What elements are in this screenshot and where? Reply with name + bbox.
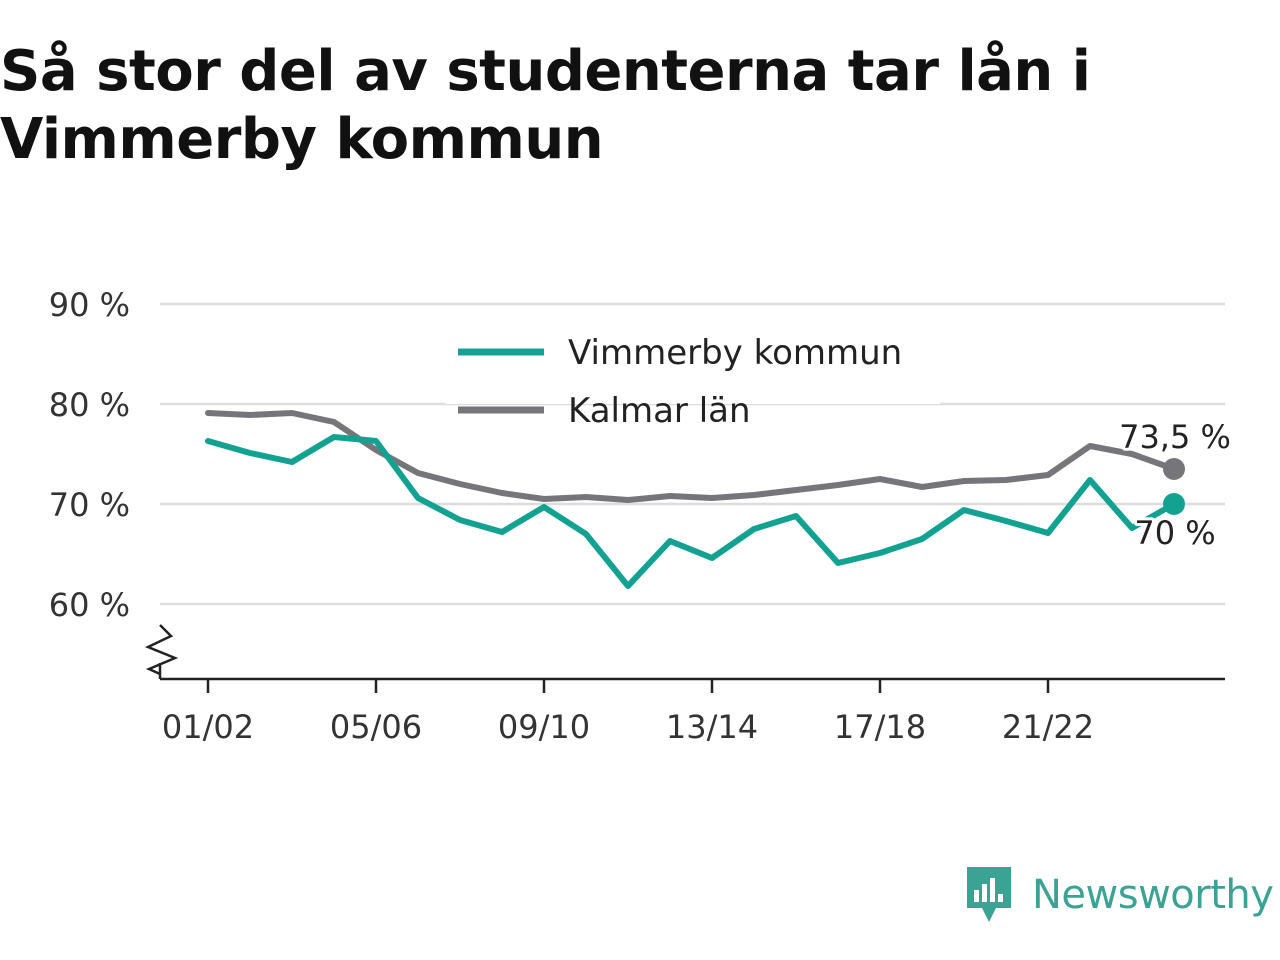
series-line-vimmerby	[208, 437, 1174, 586]
x-tick-label: 17/18	[834, 708, 926, 746]
x-tick-label: 09/10	[498, 708, 590, 746]
newsworthy-logo-icon	[964, 864, 1014, 926]
legend-label-kalmar: Kalmar län	[568, 391, 751, 431]
end-point-kalmar	[1163, 458, 1185, 480]
legend: Vimmerby kommun Kalmar län	[445, 322, 940, 431]
y-tick-label: 80 %	[49, 386, 130, 424]
x-tick-label: 21/22	[1002, 708, 1094, 746]
end-point-vimmerby	[1163, 493, 1185, 515]
axis-break-icon	[148, 625, 175, 674]
y-tick-label: 60 %	[49, 586, 130, 624]
end-label-vimmerby: 70 %	[1134, 514, 1215, 552]
end-label-kalmar: 73,5 %	[1119, 418, 1231, 456]
y-tick-label: 90 %	[49, 286, 130, 324]
x-tick-label: 05/06	[330, 708, 422, 746]
legend-label-vimmerby: Vimmerby kommun	[568, 333, 902, 373]
end-labels: 70 % 73,5 %	[1119, 418, 1231, 552]
x-tick-label: 13/14	[666, 708, 758, 746]
x-axis-ticks: 01/02 05/06 09/10 13/14 17/18 21/22	[162, 679, 1094, 746]
newsworthy-brand: Newsworthy	[964, 862, 1273, 928]
y-axis-tick-labels: 60 % 70 % 80 % 90 %	[49, 286, 130, 624]
series-lines	[208, 413, 1174, 586]
brand-name: Newsworthy	[1032, 872, 1273, 918]
x-tick-label: 01/02	[162, 708, 254, 746]
x-axis	[148, 625, 1225, 679]
y-tick-label: 70 %	[49, 486, 130, 524]
